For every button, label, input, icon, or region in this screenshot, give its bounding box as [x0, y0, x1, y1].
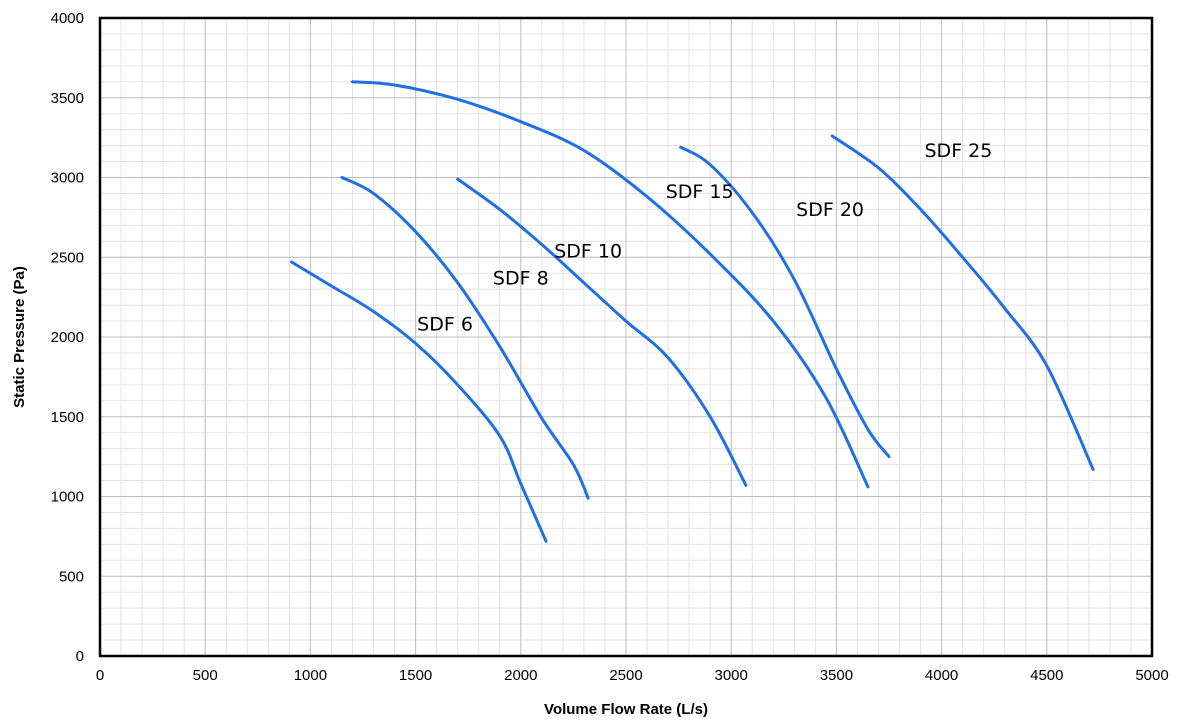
series-label-sdf-15: SDF 15 [666, 181, 734, 203]
y-tick-label: 3500 [51, 90, 84, 107]
series-line-sdf-10 [456, 177, 748, 487]
x-tick-label: 4500 [1030, 667, 1063, 684]
x-tick-label: 2000 [504, 667, 537, 684]
x-tick-label: 3500 [820, 667, 853, 684]
series-line-sdf-15 [351, 80, 870, 489]
curves [290, 80, 1095, 543]
x-tick-label: 1000 [294, 667, 327, 684]
series-label-sdf-10: SDF 10 [554, 240, 622, 262]
y-tick-label: 0 [76, 648, 84, 665]
series-label-sdf-25: SDF 25 [925, 140, 993, 162]
y-tick-label: 2500 [51, 249, 84, 266]
y-axis-title: Static Pressure (Pa) [11, 266, 28, 408]
x-tick-label: 1500 [399, 667, 432, 684]
x-axis-ticks: 0 500 1000 1500 2000 2500 3000 3500 4000 4500 5000 [96, 667, 1169, 684]
x-tick-label: 2500 [609, 667, 642, 684]
x-tick-label: 4000 [925, 667, 958, 684]
x-tick-label: 500 [193, 667, 218, 684]
y-tick-label: 1000 [51, 489, 84, 506]
y-tick-label: 2000 [51, 329, 84, 346]
series-label-sdf-6: SDF 6 [417, 314, 473, 336]
y-tick-label: 500 [59, 568, 84, 585]
x-tick-label: 3000 [715, 667, 748, 684]
x-tick-label: 0 [96, 667, 104, 684]
y-tick-label: 3000 [51, 170, 84, 187]
series-label-sdf-20: SDF 20 [796, 199, 864, 221]
y-axis-ticks: 0 500 1000 1500 2000 2500 3000 3500 4000 [51, 10, 84, 665]
series-label-sdf-8: SDF 8 [493, 267, 549, 289]
x-axis-title: Volume Flow Rate (L/s) [544, 701, 708, 718]
plot-frame [98, 16, 1154, 658]
series-line-sdf-20 [679, 145, 891, 459]
x-tick-label: 5000 [1135, 667, 1168, 684]
y-tick-label: 1500 [51, 409, 84, 426]
series-line-sdf-6 [290, 260, 548, 543]
series-line-sdf-25 [830, 134, 1095, 471]
series-line-sdf-8 [340, 176, 590, 500]
y-tick-label: 4000 [51, 10, 84, 27]
